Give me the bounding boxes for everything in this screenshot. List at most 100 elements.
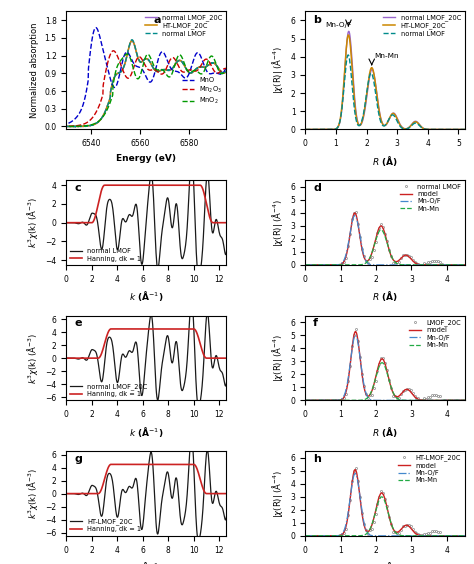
Hanning, dk = 1 [184, 325, 190, 332]
normal LMOF [339, 260, 345, 267]
model [366, 256, 372, 263]
HT-LMOF_20C [404, 521, 410, 528]
X-axis label: $k$ (Å$^{-1}$): $k$ (Å$^{-1}$) [129, 425, 163, 439]
normal LMOF [184, 230, 190, 237]
Mn-O/F [326, 397, 331, 404]
Y-axis label: $k^3\chi$(k) (Å$^{-3}$): $k^3\chi$(k) (Å$^{-3}$) [25, 468, 40, 519]
Hanning, dk = 1 [183, 461, 189, 468]
Mn-Mn [326, 262, 331, 268]
Line: Mn-Mn: Mn-Mn [305, 230, 474, 265]
model [443, 397, 449, 404]
Hanning, dk = 1 [168, 182, 174, 188]
model [380, 490, 386, 497]
Mn-O/F [425, 532, 431, 539]
Y-axis label: |$\chi$(R)| (Å$^{-4}$): |$\chi$(R)| (Å$^{-4}$) [270, 334, 285, 382]
Line: HT-LMOF_20C: HT-LMOF_20C [66, 434, 232, 540]
Legend: HT-LMOF_20C, Hanning, dk = 1: HT-LMOF_20C, Hanning, dk = 1 [70, 518, 141, 532]
Line: HT-LMOF_20C: HT-LMOF_20C [304, 467, 474, 537]
Hanning, dk = 1 [102, 182, 108, 188]
Legend: HT-LMOF_20C, model, Mn-O/F, Mn-Mn: HT-LMOF_20C, model, Mn-O/F, Mn-Mn [398, 455, 461, 483]
Mn-Mn [445, 532, 450, 539]
Text: d: d [313, 183, 321, 193]
Hanning, dk = 1 [83, 490, 89, 497]
Mn-Mn [366, 393, 372, 400]
X-axis label: $R$ (Å): $R$ (Å) [372, 154, 398, 168]
Y-axis label: $k^3\chi$(k) (Å$^{-3}$): $k^3\chi$(k) (Å$^{-3}$) [25, 333, 40, 384]
Line: model: model [305, 332, 474, 400]
Mn-O/F [380, 397, 386, 404]
normal LMOF_20C [129, 349, 135, 356]
X-axis label: Energy (eV): Energy (eV) [116, 154, 176, 162]
Mn-Mn [379, 494, 385, 500]
HT-LMOF_20C [129, 484, 135, 491]
HT-LMOF_20C [353, 465, 359, 472]
Hanning, dk = 1 [118, 182, 124, 188]
normal LMOF [302, 262, 308, 268]
Hanning, dk = 1 [229, 355, 235, 362]
model [302, 532, 308, 539]
Mn-O/F [445, 532, 450, 539]
model [445, 532, 450, 539]
model [326, 397, 331, 404]
Hanning, dk = 1 [129, 461, 135, 468]
Mn-O/F [366, 531, 372, 538]
normal LMOF [83, 222, 89, 228]
Mn-O/F [366, 261, 372, 267]
model [443, 262, 449, 268]
normal LMOF [118, 228, 123, 235]
Mn-Mn [380, 494, 386, 501]
Text: e: e [74, 319, 82, 328]
Mn-O/F [380, 262, 386, 268]
normal LMOF_20C [168, 352, 173, 359]
normal LMOF_20C [196, 403, 201, 410]
Hanning, dk = 1 [64, 490, 69, 497]
model [366, 393, 372, 399]
HT-LMOF_20C [229, 430, 235, 437]
model [380, 224, 386, 231]
X-axis label: $R$ (Å): $R$ (Å) [372, 289, 398, 303]
normal LMOF_20C [184, 363, 190, 369]
model [425, 532, 431, 539]
Legend: normal LMOF, model, Mn-O/F, Mn-Mn: normal LMOF, model, Mn-O/F, Mn-Mn [400, 184, 461, 212]
model [380, 356, 386, 363]
HT-LMOF_20C [196, 537, 201, 544]
Text: h: h [313, 454, 321, 464]
Mn-O/F [302, 532, 308, 539]
normal LMOF_20C [183, 371, 189, 377]
Line: model: model [305, 470, 474, 536]
Hanning, dk = 1 [168, 461, 174, 468]
Line: Hanning, dk = 1: Hanning, dk = 1 [66, 329, 232, 358]
Mn-Mn [380, 228, 386, 235]
Mn-Mn [443, 397, 449, 404]
normal LMOF [196, 273, 201, 280]
normal LMOF_20C [64, 355, 69, 362]
model [425, 397, 431, 404]
Mn-O/F [326, 532, 331, 539]
normal LMOF [129, 213, 135, 220]
Hanning, dk = 1 [183, 325, 189, 332]
LMOF_20C [419, 396, 425, 403]
Hanning, dk = 1 [184, 461, 190, 468]
Line: Mn-Mn: Mn-Mn [305, 497, 474, 536]
Text: Mn-O/F: Mn-O/F [325, 21, 352, 28]
HT-LMOF_20C [347, 496, 353, 503]
model [445, 397, 450, 404]
model [302, 262, 308, 268]
HT-LMOF_20C [184, 496, 190, 503]
LMOF_20C [404, 386, 410, 393]
normal LMOF [353, 209, 359, 216]
model [353, 328, 358, 335]
model [443, 532, 449, 539]
Mn-O/F [445, 397, 450, 404]
Mn-Mn [379, 359, 385, 366]
HT-LMOF_20C [419, 532, 425, 539]
LMOF_20C [302, 397, 308, 404]
Hanning, dk = 1 [118, 325, 124, 332]
Text: Mn-Mn: Mn-Mn [374, 54, 399, 59]
Mn-O/F [302, 262, 308, 268]
Legend: normal LMOF_20C, HT-LMOF_20C, normal LMOF: normal LMOF_20C, HT-LMOF_20C, normal LMO… [383, 15, 461, 37]
Text: g: g [74, 454, 82, 464]
Mn-Mn [326, 532, 331, 539]
Line: LMOF_20C: LMOF_20C [304, 328, 474, 402]
Hanning, dk = 1 [109, 325, 114, 332]
